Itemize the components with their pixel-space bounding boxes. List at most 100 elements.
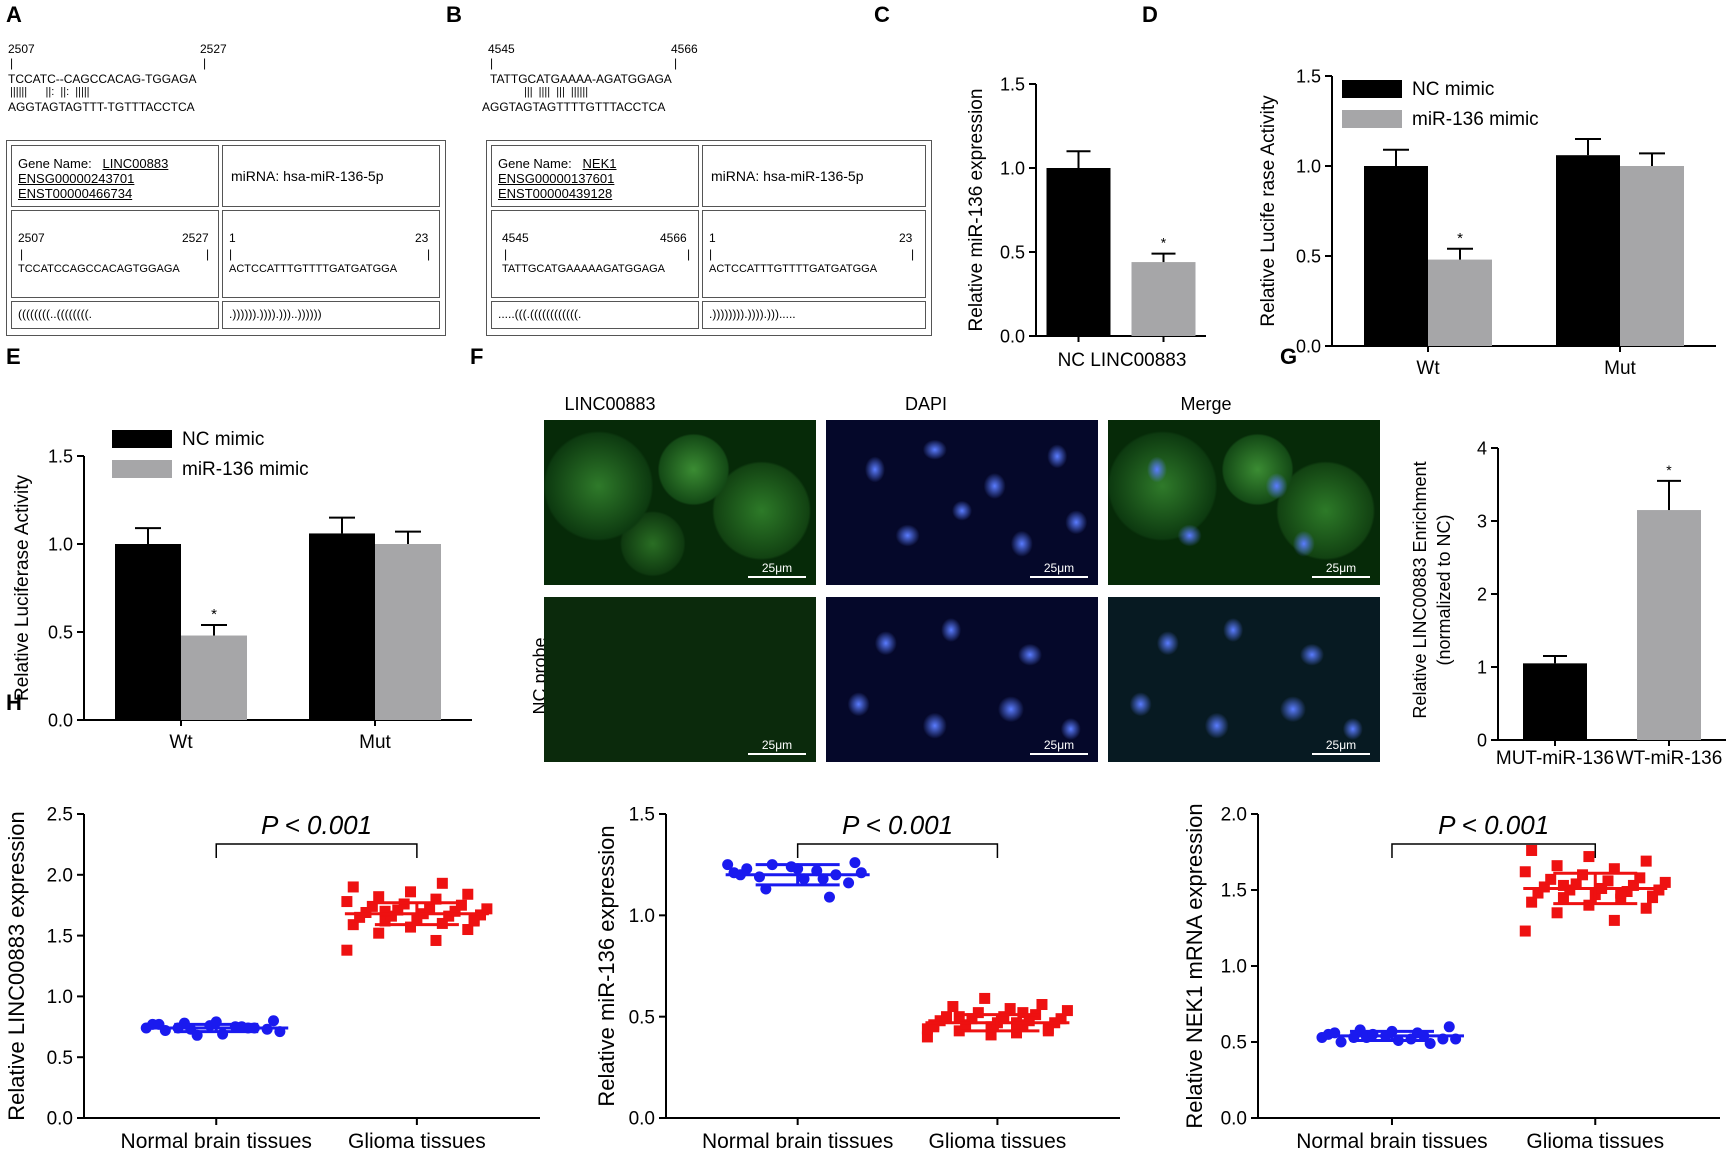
data-point [1042,1025,1054,1037]
alignment-mirna-seq: AGGTAGTAGTTT-TGTTTACCTCA [8,100,195,114]
chart-g: 0 1 2 3 4 * Relative LINC00883 Enrichment (norm… [1410,438,1726,769]
y-tick-label: 1.5 [629,805,655,826]
data-point [843,877,855,889]
y-tick-label: 1.0 [1221,957,1247,978]
data-point [430,934,442,946]
mirna-cell: miRNA: hsa-miR-136-5p [702,145,926,207]
data-point [373,891,385,903]
target-seq-cell: 4545 4566 | | TATTGCATGAAAAAGATGGAGA [491,210,699,298]
mirna-seq: ACTCCATTTGTTTTGATGATGGA [709,263,878,275]
data-point [1653,884,1665,896]
y-tick-label: 0.0 [629,1109,655,1130]
data-point [1017,1007,1029,1019]
tick-mark: | [674,56,678,70]
gene-info-cell: Gene Name: NEK1 ENSG00000137601 ENST0000… [491,145,699,207]
x-tick-label: Wt [169,732,193,750]
y-tick-label: 0 [1477,730,1487,750]
data-point [966,1013,978,1025]
p-value-annotation: P < 0.001 [1438,810,1549,840]
data-point [341,944,353,956]
data-point [1004,1003,1016,1015]
y-tick-label: 3 [1477,511,1487,531]
significance-marker: * [1666,462,1672,478]
y-axis-label: Relative LINC00883 expression [4,811,29,1120]
tick-mark: | [229,247,233,261]
data-point [347,881,359,893]
legend-label: NC mimic [182,429,264,450]
image-linc00883-probe-dapi: 25μm [826,420,1098,585]
mirna-seq-cell: 1 23 | | ACTCCATTTGTTTTGATGATGGA [222,210,440,298]
data-point [998,1011,1010,1023]
y-tick-label: 0.5 [47,1048,73,1069]
y-axis-label: Relative Lucife rase Activity [1258,95,1279,327]
data-point [1538,881,1550,893]
col-header-merge: Merge [1180,394,1232,414]
data-point [385,910,397,922]
chart-c: 0.0 0.5 1.0 1.5 * Relative miR-136 expression… [966,74,1206,371]
scale-bar: 25μm [1312,738,1370,755]
panel-letter-h: H [6,690,22,715]
data-point [722,859,734,871]
x-tick-label: NC LINC00883 [1058,350,1187,371]
x-tick-label: Normal brain tissues [702,1130,893,1152]
panel-letter-d: D [1142,2,1158,27]
data-point [1564,884,1576,896]
legend-swatch [1342,110,1402,128]
mirna-start: 1 [229,231,236,245]
data-point [941,1011,953,1023]
panel-a-alignment: 2507 2527 | | TCCATC--CAGCCACAG-TGGAGA |… [8,42,428,122]
target-end: 2527 [182,231,209,245]
enst-id: ENST00000439128 [498,186,613,201]
bar [1556,155,1620,346]
data-point [1519,866,1531,878]
col-header-linc00883: LINC00883 [564,394,656,414]
data-point [1608,863,1620,875]
data-point [392,904,404,916]
alignment-end-pos: 2527 [200,42,227,56]
structure-left-cell: ((((((((..((((((((. [11,301,219,329]
data-point [1583,899,1595,911]
y-tick-label: 0.5 [48,622,73,642]
target-seq: TATTGCATGAAAAAGATGGAGA [502,263,665,275]
bar [181,635,247,720]
mirna-name: miRNA: hsa-miR-136-5p [711,168,864,184]
mirna-seq-cell: 1 23 | | ACTCCATTTGTTTTGATGATGGA [702,210,926,298]
tick-mark: | [10,56,14,70]
data-point [921,1023,933,1035]
bar [309,533,375,720]
y-tick-label: 0.0 [1296,336,1321,356]
x-tick-label: Normal brain tissues [1296,1130,1487,1152]
alignment-target-seq: TATTGCATGAAAA-AGATGGAGA [490,72,672,86]
data-point [953,1011,965,1023]
data-point [430,893,442,905]
scale-bar: 25μm [1312,561,1370,578]
data-point [379,905,391,917]
data-point [960,1019,972,1031]
y-axis-label-2: (normalized to NC) [1434,514,1454,665]
scale-bar: 25μm [748,738,806,755]
x-tick-label: WT-miR-136 [1616,748,1723,769]
legend-swatch [1342,80,1402,98]
data-point [436,877,448,889]
alignment-pairs: |||||| ||: ||: ||||| [10,86,90,98]
chart-d: 0.0 0.5 1.0 1.5 Relative Lucife rase Activit… [1258,66,1716,379]
p-value-annotation: P < 0.001 [842,810,953,840]
p-value-annotation: P < 0.001 [261,810,372,840]
tick-mark: | [911,247,915,261]
data-point [1335,1036,1347,1048]
data-point [462,888,474,900]
significance-bracket [215,843,418,858]
data-point [1602,875,1614,887]
legend-swatch [112,430,172,448]
panel-letter-g: G [1280,344,1298,369]
structure-left: ((((((((..((((((((. [18,307,92,321]
y-tick-label: 0.5 [1221,1033,1247,1054]
mirna-start: 1 [709,231,716,245]
y-tick-label: 1.0 [48,534,73,554]
structure-right-cell: .)))))).)))).)))..)))))) [222,301,440,329]
alignment-mirna-seq: AGGTAGTAGTTTTGTTTACCTCA [482,100,666,114]
data-point [934,1015,946,1027]
alignment-end-pos: 4566 [671,42,698,56]
data-point [347,919,359,931]
data-point [1545,873,1557,885]
